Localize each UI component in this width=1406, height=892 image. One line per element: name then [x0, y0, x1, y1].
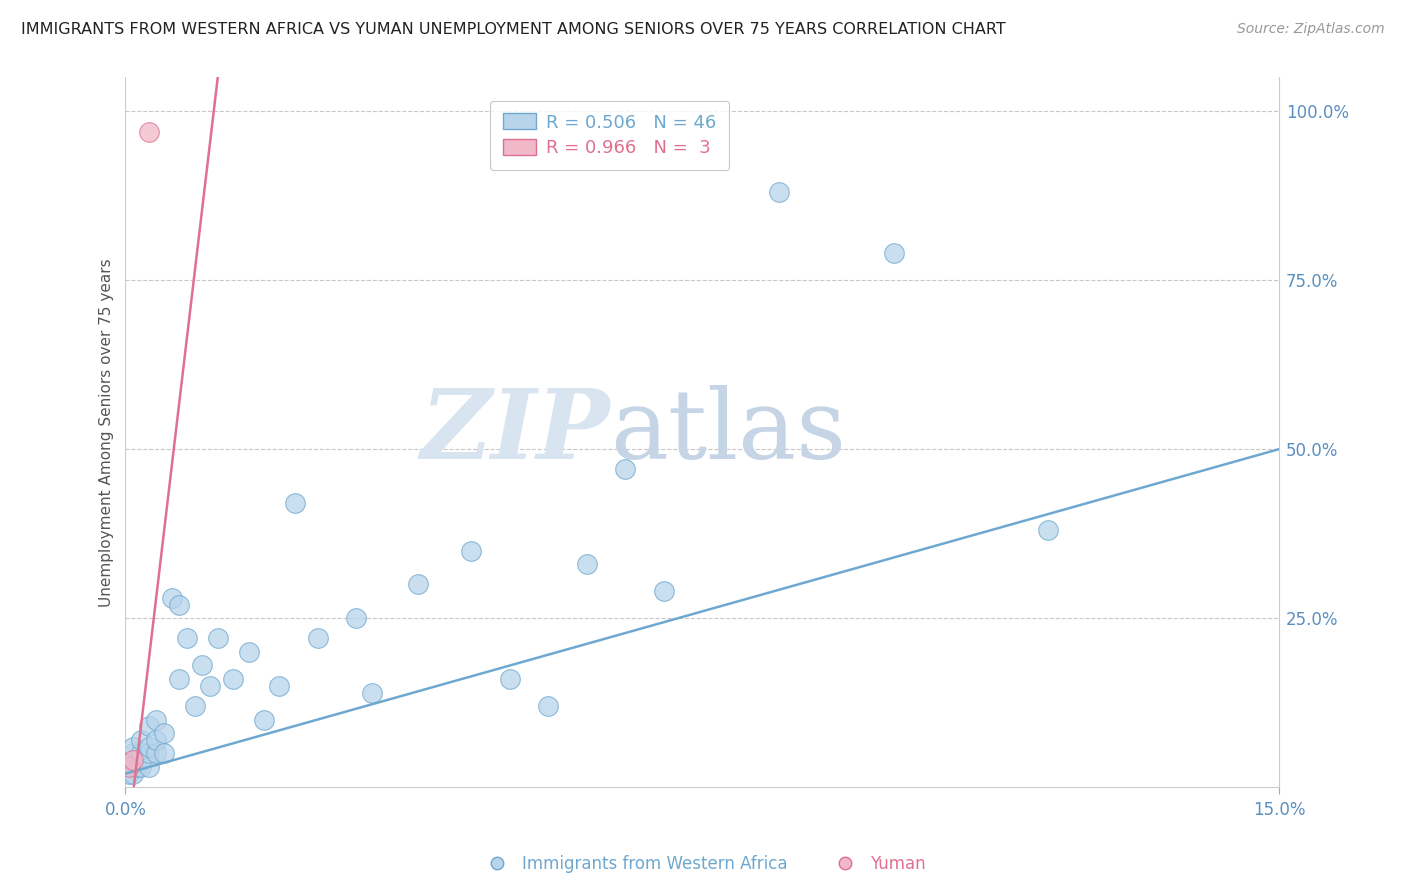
Point [138, 719, 160, 733]
Point [269, 679, 291, 693]
Point [222, 672, 245, 686]
Point [118, 760, 141, 774]
Point [499, 672, 522, 686]
Point [129, 760, 152, 774]
Point [169, 598, 191, 612]
Point [153, 726, 176, 740]
Point [537, 699, 560, 714]
Point [122, 753, 145, 767]
Point [138, 760, 160, 774]
Point [169, 672, 191, 686]
Point [122, 747, 145, 761]
Point [176, 632, 198, 646]
Point [125, 760, 148, 774]
Point [652, 584, 675, 599]
Point [138, 124, 160, 138]
Point [122, 766, 145, 780]
Point [145, 732, 167, 747]
Point [138, 739, 160, 754]
Point [284, 496, 307, 510]
Point [129, 753, 152, 767]
Point [129, 732, 152, 747]
Point [145, 713, 167, 727]
Point [183, 699, 205, 714]
Point [460, 543, 482, 558]
Point [614, 462, 637, 476]
Point [883, 246, 905, 260]
Point [122, 753, 145, 767]
Point [129, 747, 152, 761]
Point [145, 747, 167, 761]
Point [307, 632, 329, 646]
Point [118, 766, 141, 780]
Point [344, 611, 367, 625]
Y-axis label: Unemployment Among Seniors over 75 years: Unemployment Among Seniors over 75 years [100, 258, 114, 607]
Legend: R = 0.506   N = 46, R = 0.966   N =  3: R = 0.506 N = 46, R = 0.966 N = 3 [491, 101, 730, 169]
Point [406, 577, 429, 591]
Point [768, 186, 790, 200]
Point [360, 685, 382, 699]
Point [121, 760, 143, 774]
Point [122, 739, 145, 754]
Point [160, 591, 183, 605]
Point [191, 658, 214, 673]
Point [575, 557, 598, 571]
Point [1038, 523, 1060, 537]
Legend: Immigrants from Western Africa, Yuman: Immigrants from Western Africa, Yuman [474, 848, 932, 880]
Point [153, 747, 176, 761]
Point [198, 679, 221, 693]
Text: ZIP: ZIP [420, 385, 610, 479]
Text: IMMIGRANTS FROM WESTERN AFRICA VS YUMAN UNEMPLOYMENT AMONG SENIORS OVER 75 YEARS: IMMIGRANTS FROM WESTERN AFRICA VS YUMAN … [21, 22, 1005, 37]
Point [138, 747, 160, 761]
Point [207, 632, 229, 646]
Text: Source: ZipAtlas.com: Source: ZipAtlas.com [1237, 22, 1385, 37]
Text: atlas: atlas [610, 385, 846, 479]
Point [238, 645, 260, 659]
Point [253, 713, 276, 727]
